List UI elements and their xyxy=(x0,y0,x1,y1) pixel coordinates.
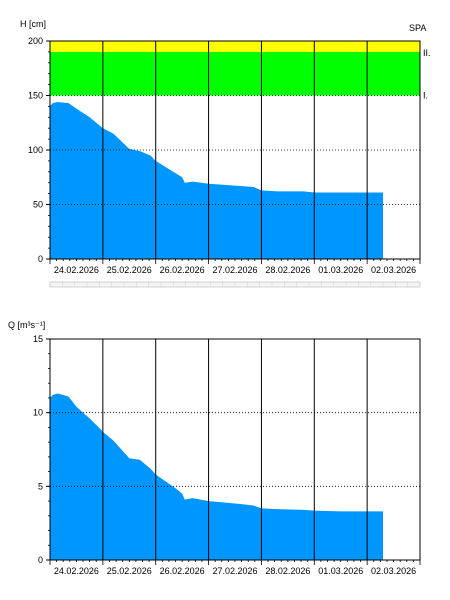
band-label-2: II. xyxy=(423,48,431,58)
x-tick-label: 28.02.2026 xyxy=(265,265,310,275)
y-tick-label: 15 xyxy=(33,334,43,344)
y-tick-label: 10 xyxy=(33,408,43,418)
y-tick-label: 200 xyxy=(28,36,43,46)
q-axis-label: Q [m³s⁻¹] xyxy=(8,320,45,330)
discharge-chart: 0 5 10 15 24.02.2026 25.02.2026 26.02.2026 27.0… xyxy=(33,334,421,576)
y-tick-label: 100 xyxy=(28,145,43,155)
x-tick-label: 25.02.2026 xyxy=(107,265,152,275)
x-tick-label: 26.02.2026 xyxy=(160,566,205,576)
x-tick-label: 27.02.2026 xyxy=(212,265,257,275)
x-tick-label: 26.02.2026 xyxy=(160,265,205,275)
x-tick-label: 24.02.2026 xyxy=(54,566,99,576)
x-tick-label: 28.02.2026 xyxy=(265,566,310,576)
y-tick-label: 5 xyxy=(38,481,43,491)
series-area xyxy=(50,393,383,560)
band-1 xyxy=(50,51,420,96)
h-axis-label: H [cm] xyxy=(20,19,46,29)
x-tick-label: 24.02.2026 xyxy=(54,265,99,275)
series-area xyxy=(50,102,383,259)
spa-label: SPA xyxy=(409,23,426,33)
x-tick-label: 02.03.2026 xyxy=(371,566,416,576)
y-tick-label: 0 xyxy=(38,555,43,565)
x-tick-label: 25.02.2026 xyxy=(107,566,152,576)
x-tick-label: 01.03.2026 xyxy=(318,265,363,275)
water-level-chart: I. II. 0 50 100 150 200 24.02.2026 25.02.2026 26.… xyxy=(28,36,431,288)
x-tick-label: 01.03.2026 xyxy=(318,566,363,576)
y-tick-label: 0 xyxy=(38,254,43,264)
x-tick-label: 27.02.2026 xyxy=(212,566,257,576)
band-2 xyxy=(50,41,420,52)
band-label-1: I. xyxy=(423,91,428,101)
x-tick-label: 02.03.2026 xyxy=(371,265,416,275)
y-tick-label: 150 xyxy=(28,91,43,101)
y-tick-label: 50 xyxy=(33,200,43,210)
